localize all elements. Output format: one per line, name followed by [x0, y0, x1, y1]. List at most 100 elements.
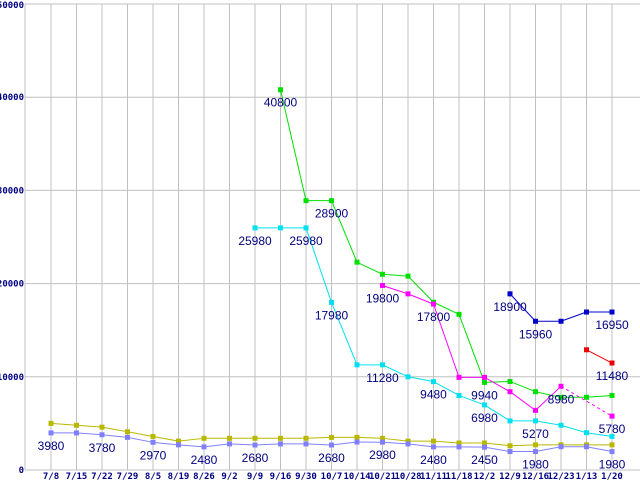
series-olive-segment	[382, 437, 409, 442]
series-olive-segment	[509, 444, 536, 447]
series-olive-segment	[433, 440, 460, 444]
series-green-segment	[433, 301, 460, 315]
series-lavender-point	[533, 449, 538, 455]
series-green-segment	[484, 380, 511, 383]
x-tick-label: 9/30	[295, 472, 317, 480]
series-green-segment	[356, 261, 383, 275]
series-green-point	[278, 87, 283, 93]
data-label: 25980	[238, 234, 272, 248]
series-blue-point	[507, 291, 513, 297]
data-label: 8980	[548, 392, 575, 406]
series-lavender-point	[329, 442, 334, 448]
data-label: 1980	[522, 458, 549, 472]
data-label: 19800	[366, 291, 400, 305]
data-label: 11480	[596, 369, 629, 383]
data-label: 25980	[289, 234, 323, 248]
x-tick-label: 12/23	[547, 472, 574, 480]
data-label: 6980	[471, 411, 498, 425]
series-green-segment	[586, 394, 613, 398]
series-cyan-segment	[407, 376, 434, 383]
data-label: 5780	[599, 422, 626, 436]
series-lavender-segment	[586, 446, 613, 453]
series-magenta-segment	[382, 284, 409, 295]
x-tick-label: 9/16	[270, 472, 292, 480]
series-lavender-segment	[178, 444, 205, 448]
series-lavender-point	[354, 439, 360, 445]
series-magenta-segment	[484, 376, 511, 393]
series-olive-segment	[76, 424, 103, 428]
series-olive-point	[507, 443, 513, 449]
series-magenta-point	[533, 407, 538, 413]
series-olive-segment	[305, 436, 332, 439]
data-label: 16950	[595, 318, 629, 332]
series-blue-point	[558, 318, 564, 324]
y-tick-label: 20000	[0, 280, 24, 290]
x-tick-label: 9/2	[221, 472, 237, 480]
data-label: 3980	[38, 439, 65, 453]
series-green-point	[482, 379, 487, 385]
series-cyan-point	[380, 362, 385, 368]
series-cyan-point	[431, 379, 436, 385]
series-olive-point	[609, 442, 615, 448]
series-cyan-segment	[305, 227, 332, 303]
y-tick-label: 10000	[0, 373, 24, 383]
series-cyan-segment	[560, 424, 587, 434]
series-olive-point	[431, 438, 436, 444]
series-olive-point	[380, 435, 385, 441]
series-cyan-segment	[382, 364, 409, 378]
data-label: 17980	[315, 308, 349, 322]
series-lavender-point	[380, 439, 385, 445]
series-cyan-point	[507, 418, 513, 424]
series-olive-point	[125, 429, 130, 435]
series-green-segment	[509, 380, 536, 393]
series-green-point	[558, 394, 564, 400]
data-label: 2980	[369, 448, 396, 462]
x-tick-label: 7/8	[43, 472, 59, 480]
x-tick-label: 9/9	[247, 472, 263, 480]
series-green-point	[303, 198, 309, 204]
series-cyan-point	[533, 418, 538, 424]
series-lavender-point	[150, 439, 156, 445]
data-label: 2680	[318, 451, 345, 465]
series-lavender-segment	[484, 446, 511, 453]
series-olive-point	[48, 420, 54, 426]
series-blue-point	[609, 309, 615, 315]
series-lavender-point	[99, 432, 105, 438]
data-label: 9940	[471, 388, 498, 402]
series-blue-segment	[560, 311, 587, 322]
series-lavender-segment	[254, 443, 281, 446]
series-olive-point	[354, 434, 360, 440]
series-cyan-point	[456, 392, 462, 398]
series-magenta-point	[558, 383, 564, 389]
data-label: 9480	[420, 388, 447, 402]
series-olive-point	[303, 435, 309, 441]
series-green-point	[584, 394, 589, 400]
series-green-segment	[382, 273, 409, 277]
data-label: 3780	[89, 441, 116, 455]
series-lavender-point	[74, 430, 79, 436]
x-tick-label: 12/16	[522, 472, 549, 480]
series-magenta-segment	[535, 385, 562, 411]
series-olive-point	[456, 440, 462, 446]
series-olive-point	[405, 438, 411, 444]
series-green-segment	[535, 391, 562, 398]
series-magenta-point	[405, 291, 411, 297]
series-olive-point	[482, 440, 487, 446]
series-lavender-point	[609, 449, 615, 455]
series-lavender-point	[303, 441, 309, 447]
x-tick-label: 7/29	[117, 472, 139, 480]
data-label: 15960	[519, 327, 553, 341]
series-olive-point	[176, 438, 181, 444]
data-label: 28900	[315, 207, 349, 221]
x-tick-label: 12/9	[499, 472, 521, 480]
series-green-point	[609, 392, 615, 398]
series-cyan-segment	[433, 381, 460, 396]
series-lavender-point	[48, 430, 54, 436]
series-lavender-point	[431, 444, 436, 450]
data-label: 2450	[471, 453, 498, 467]
series-magenta-segment	[407, 293, 434, 305]
series-cyan-point	[405, 374, 411, 380]
series-cyan-point	[609, 433, 615, 439]
series-red-segment	[586, 349, 613, 364]
series-red-point	[609, 360, 615, 366]
